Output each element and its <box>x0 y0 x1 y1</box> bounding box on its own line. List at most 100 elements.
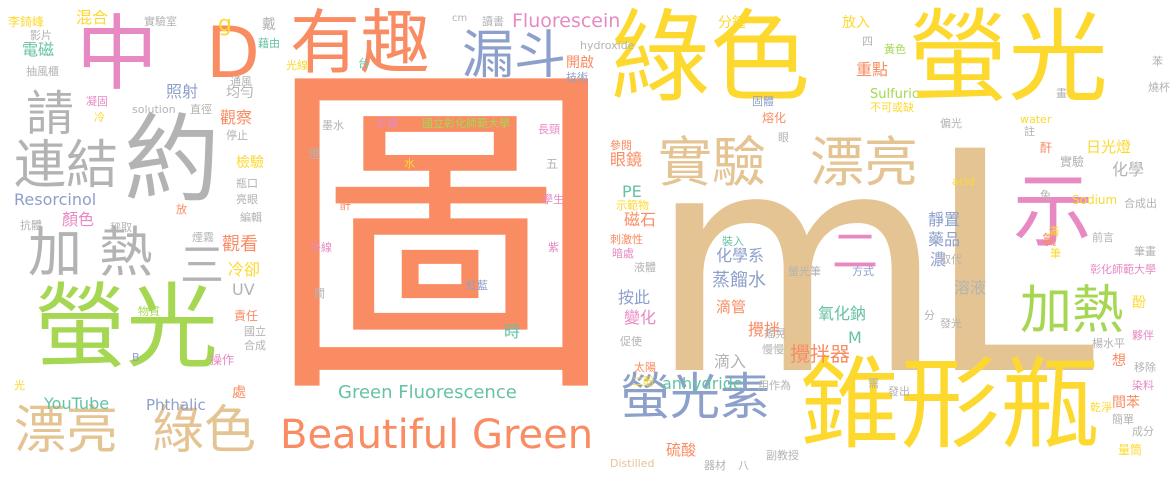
word-highlighter: 螢光筆 <box>788 265 821 278</box>
word-fluorescence: 螢光 <box>908 0 1108 116</box>
word-dropper: 滴管 <box>716 298 747 316</box>
word-reagents: 藥品 <box>928 230 961 249</box>
word-long-neck: 長頸 <box>538 123 560 136</box>
word-study: 讀書 <box>482 15 504 28</box>
word-change: 變化 <box>624 308 657 327</box>
word-synthesis: 合成 <box>244 339 266 352</box>
word-bottle-mouth: 瓶口 <box>236 177 258 190</box>
word-chemistry: 化學 <box>1112 160 1145 179</box>
word-anhydride-zh: 酐 <box>1040 141 1053 155</box>
word-distilled-water: 蒸餾水 <box>712 270 766 291</box>
word-drop-in: 滴入 <box>714 352 747 371</box>
word-benzene: 苯 <box>1152 55 1163 68</box>
word-mix: 混合 <box>76 8 109 27</box>
word-ml: mL <box>648 87 1095 442</box>
word-inspect: 檢驗 <box>236 155 264 171</box>
word-exempt: 免 <box>1040 189 1051 202</box>
word-m: M <box>848 328 862 347</box>
word-solid: 固體 <box>752 95 774 108</box>
word-three: 三 <box>180 240 224 291</box>
word-anhydride: anhydride <box>662 374 743 393</box>
word-fluorescein-en: Fluorescein <box>512 10 621 32</box>
word-stop: 停止 <box>226 129 248 142</box>
word-erlenmeyer-flask: 錐形瓶 <box>800 346 1100 463</box>
word-color: 顏色 <box>62 210 95 229</box>
word-load: 裝入 <box>722 235 744 248</box>
word-acid: acid <box>952 175 975 188</box>
word-green-color: 綠色 <box>610 0 810 116</box>
word-link: 連結 <box>14 136 119 196</box>
word-red-blue: 紅藍 <box>466 279 488 292</box>
word-student: 學生 <box>542 193 564 206</box>
word-strokes: 筆畫 <box>1134 245 1156 258</box>
word-d: D <box>206 12 260 94</box>
word-interesting: 有趣 <box>290 2 430 84</box>
word-resorcinol: Resorcinol <box>14 190 97 209</box>
word-graduated-cylinder: 量筒 <box>1118 443 1143 457</box>
word-technique: 技術 <box>566 71 588 84</box>
word-youtube: YouTube <box>44 394 110 413</box>
word-polarized: 偏光 <box>940 117 962 130</box>
word-operate: 操作 <box>210 353 235 367</box>
word-dark-place: 暗處 <box>612 247 634 260</box>
word-liquid: 液體 <box>634 261 656 274</box>
word-simple: 簡單 <box>1112 413 1134 426</box>
word-solidify: 凝固 <box>86 95 108 108</box>
word-two: 二 <box>832 224 878 278</box>
word-about: 約 <box>124 104 220 216</box>
word-eye: 眼 <box>778 131 789 144</box>
word-ncue-full: 國立彰化師範大學 <box>422 117 510 130</box>
word-phthalic: Phthalic <box>146 396 206 414</box>
word-refer: 參閱 <box>610 139 632 152</box>
word-time: 時 <box>504 322 521 341</box>
word-lab: 實驗室 <box>144 15 177 28</box>
word-sulfuric: Sulfuric <box>870 87 920 102</box>
word-yellow: 黃色 <box>884 43 906 56</box>
word-beautiful-green: Beautiful Green <box>280 412 594 458</box>
word-draw: 畫 <box>1056 87 1067 100</box>
word-key-point: 重點 <box>856 60 889 79</box>
word-need: 需 <box>868 377 879 390</box>
word-stirrer: 攪拌器 <box>790 342 850 366</box>
word-tu: 圖 <box>266 33 616 441</box>
word-pen: 筆 <box>1050 247 1061 260</box>
word-chlorine: 氯 <box>1042 233 1056 249</box>
word-phenol: 酚 <box>1132 295 1146 311</box>
word-remove: 移除 <box>1134 361 1156 374</box>
word-fluorescence-green: 螢光 <box>34 274 219 381</box>
word-light: 光線 <box>286 59 308 72</box>
word-middle: 中 <box>76 7 159 102</box>
word-sodium: Sodium <box>1072 193 1118 207</box>
word-goggles: 眼鏡 <box>610 150 643 169</box>
word-between: 間 <box>314 287 325 300</box>
word-fluorescein-zh: 螢光素 <box>620 368 770 426</box>
word-uv: UV <box>232 280 255 299</box>
word-stand-still: 靜置 <box>928 210 961 229</box>
word-cool: 冷卻 <box>228 260 261 279</box>
word-smoke: 煙霧 <box>192 231 214 244</box>
word-ncue: 彰化師範大學 <box>1090 263 1156 276</box>
word-magnet: 磁石 <box>624 210 657 229</box>
word-light-char: 光 <box>14 379 25 392</box>
word-emit-light: 發光 <box>940 317 962 330</box>
word-ink: 墨水 <box>322 119 344 132</box>
word-five: 五 <box>546 157 559 171</box>
word-partner: 夥伴 <box>1132 329 1154 342</box>
word-replace: 取代 <box>940 253 962 266</box>
word-watch: 觀看 <box>222 234 258 255</box>
word-put-in: 放入 <box>842 15 870 31</box>
word-sulfuric-acid: 硫酸 <box>666 441 697 459</box>
word-anhydride-inner: 酐 <box>340 199 351 212</box>
word-fluorescent-lamp: 日光燈 <box>1086 138 1132 156</box>
word-irradiate: 照射 <box>166 82 199 101</box>
word-emit: 發出 <box>888 385 910 398</box>
word-heat-gray: 加 熱 <box>28 221 154 284</box>
word-full: 滿 <box>1048 225 1059 238</box>
word-turn-off: 關掉 <box>462 157 484 170</box>
word-please: 請 <box>26 86 75 142</box>
word-shake: 搖晃 <box>764 327 786 340</box>
word-dye: 染料 <box>1132 379 1154 392</box>
word-minute: 分 <box>924 309 935 322</box>
word-solution: solution <box>132 103 176 116</box>
